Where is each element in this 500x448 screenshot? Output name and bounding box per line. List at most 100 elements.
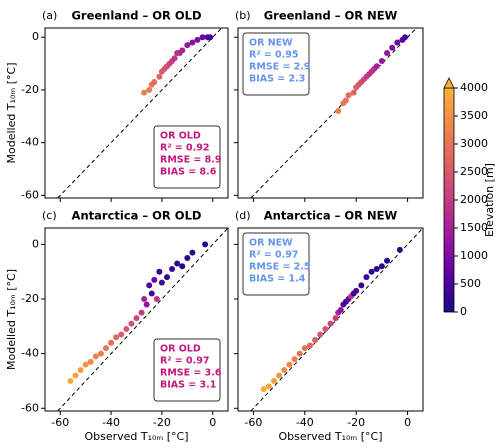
y-axis-label: Modelled T₁₀ₘ [°C] bbox=[5, 63, 18, 164]
point bbox=[373, 265, 380, 272]
point bbox=[158, 279, 165, 286]
stats-text: R² = 0.97 bbox=[160, 356, 210, 367]
point bbox=[207, 34, 214, 41]
point bbox=[146, 86, 153, 93]
point bbox=[332, 315, 339, 322]
colorbar-extension bbox=[443, 77, 455, 89]
x-tick-label: -40 bbox=[102, 416, 120, 429]
point bbox=[378, 57, 385, 64]
point bbox=[384, 50, 391, 57]
point bbox=[335, 108, 342, 115]
point bbox=[151, 276, 158, 283]
point bbox=[179, 47, 186, 54]
point bbox=[133, 315, 140, 322]
x-axis-label: Observed T₁₀ₘ [°C] bbox=[278, 430, 382, 443]
axes-frame bbox=[44, 227, 229, 412]
point bbox=[396, 246, 403, 253]
point bbox=[143, 301, 150, 308]
x-tick-label: 0 bbox=[404, 416, 411, 429]
y-tick-label: -40 bbox=[21, 136, 39, 149]
x-tick-label: -60 bbox=[244, 416, 262, 429]
point bbox=[368, 268, 375, 275]
colorbar-tick-label: 1000 bbox=[460, 249, 488, 262]
axes-frame bbox=[44, 27, 229, 199]
panel-label: (a) bbox=[42, 9, 57, 22]
y-tick-label: -60 bbox=[21, 401, 39, 414]
one-to-one-line bbox=[250, 27, 417, 199]
point bbox=[260, 386, 267, 393]
point bbox=[103, 345, 109, 352]
point bbox=[345, 92, 352, 99]
point bbox=[281, 367, 288, 374]
point bbox=[312, 336, 319, 343]
point bbox=[113, 334, 120, 341]
point bbox=[156, 73, 163, 80]
point bbox=[199, 34, 206, 41]
panel-title: Antarctica – OR NEW bbox=[264, 209, 398, 223]
stats-text: BIAS = 1.4 bbox=[249, 274, 306, 285]
colorbar-tick-label: 1500 bbox=[460, 221, 488, 234]
y-tick-label: -40 bbox=[21, 347, 39, 360]
colorbar-tick-label: 2000 bbox=[460, 193, 488, 206]
point bbox=[291, 356, 298, 363]
panel-label: (b) bbox=[235, 9, 251, 22]
point bbox=[276, 372, 283, 379]
point bbox=[174, 260, 181, 267]
point bbox=[327, 320, 334, 327]
point bbox=[342, 97, 349, 104]
point bbox=[363, 274, 370, 281]
stats-text: BIAS = 8.6 bbox=[160, 167, 217, 178]
point bbox=[317, 331, 324, 338]
point bbox=[378, 263, 385, 270]
point bbox=[270, 377, 277, 384]
point bbox=[189, 39, 196, 46]
point bbox=[353, 287, 360, 294]
point bbox=[138, 309, 145, 316]
stats-text: RMSE = 2.9 bbox=[249, 62, 311, 73]
y-tick-label: -20 bbox=[21, 292, 39, 305]
stats-text: R² = 0.92 bbox=[160, 143, 210, 154]
colorbar-tick-label: 0 bbox=[460, 305, 467, 318]
point bbox=[171, 55, 178, 62]
stats-text: OR NEW bbox=[249, 38, 293, 49]
point bbox=[373, 63, 380, 70]
point bbox=[194, 36, 201, 43]
point bbox=[72, 372, 79, 379]
x-axis-label: Observed T₁₀ₘ [°C] bbox=[84, 430, 188, 443]
point bbox=[67, 377, 74, 384]
stats-text: OR OLD bbox=[160, 344, 201, 355]
colorbar-label: Elevation [m] bbox=[483, 163, 496, 237]
stats-text: BIAS = 3.1 bbox=[160, 380, 216, 391]
stats-text: OR OLD bbox=[160, 131, 201, 142]
point bbox=[148, 290, 155, 297]
y-tick-label: 0 bbox=[32, 30, 39, 43]
point bbox=[87, 358, 94, 365]
panel-title: Greenland – OR NEW bbox=[264, 9, 398, 23]
point bbox=[92, 353, 99, 360]
point bbox=[301, 345, 308, 352]
point bbox=[77, 367, 84, 374]
point bbox=[389, 44, 396, 51]
point bbox=[97, 350, 104, 357]
colorbar-tick-label: 4000 bbox=[460, 81, 488, 94]
stats-box bbox=[153, 125, 221, 189]
stats-text: R² = 0.97 bbox=[249, 250, 299, 261]
colorbar bbox=[443, 87, 455, 313]
point bbox=[189, 249, 196, 256]
point bbox=[322, 326, 329, 333]
stats-text: BIAS = 2.3 bbox=[249, 74, 305, 85]
point bbox=[306, 342, 313, 349]
one-to-one-line bbox=[57, 27, 223, 199]
colorbar-tick-label: 3500 bbox=[460, 109, 488, 122]
point bbox=[128, 320, 135, 327]
point bbox=[108, 339, 115, 346]
x-tick-label: 0 bbox=[209, 416, 216, 429]
stats-box bbox=[242, 232, 310, 296]
colorbar-tick-label: 3000 bbox=[460, 137, 488, 150]
x-tick-label: -20 bbox=[347, 416, 365, 429]
point bbox=[151, 79, 158, 86]
stats-text: RMSE = 8.9 bbox=[160, 155, 222, 166]
point bbox=[123, 326, 130, 333]
stats-box bbox=[153, 338, 221, 402]
